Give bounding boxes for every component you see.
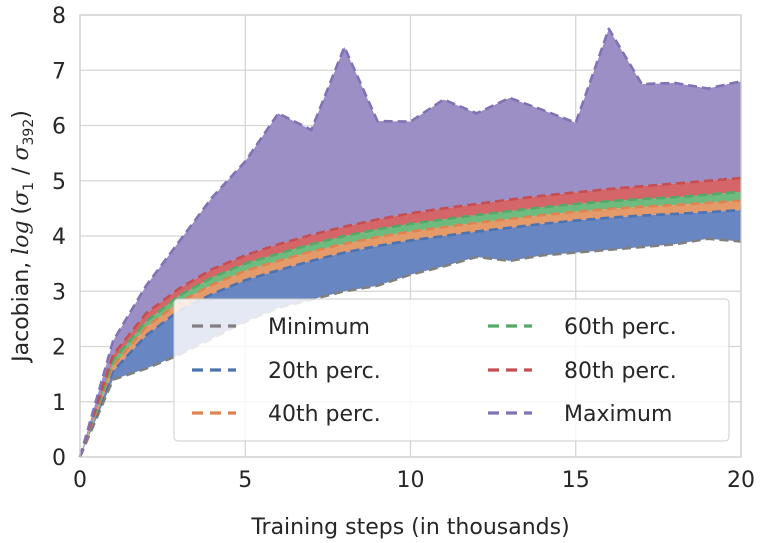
x-tick-label: 5 — [238, 468, 252, 493]
legend-label-80th-perc: 80th perc. — [564, 359, 677, 384]
y-axis-label-sub1: 1 — [21, 182, 37, 191]
line-minimum — [78, 237, 742, 458]
legend: Minimum 20th perc. 40th perc. 60th perc. 80t… — [173, 298, 730, 442]
line-40th-perc — [78, 199, 742, 458]
y-axis-label: Jacobian, log(σ1 / σ392) — [9, 110, 37, 364]
line-60th-perc — [78, 190, 742, 458]
x-tick-label: 0 — [73, 468, 87, 493]
y-tick-label: 2 — [52, 336, 66, 361]
y-tick-label: 0 — [52, 446, 66, 471]
legend-label-40th-perc: 40th perc. — [268, 402, 381, 427]
y-axis-label-slash: / — [9, 161, 34, 182]
y-tick-labels: 0 1 2 3 4 5 6 7 8 — [52, 4, 66, 471]
y-tick-label: 7 — [52, 59, 66, 84]
y-axis-label-log: log — [9, 220, 34, 254]
x-tick-label: 15 — [562, 468, 590, 493]
y-tick-label: 1 — [52, 391, 66, 416]
legend-label-maximum: Maximum — [564, 402, 672, 427]
legend-label-60th-perc: 60th perc. — [564, 315, 677, 340]
x-tick-label: 10 — [397, 468, 425, 493]
y-tick-label: 4 — [52, 225, 66, 250]
y-tick-label: 3 — [52, 280, 66, 305]
y-axis-label-sigma2: σ — [9, 145, 34, 161]
plot-frame — [79, 14, 742, 458]
series-lines — [78, 27, 742, 458]
legend-label-minimum: Minimum — [268, 315, 370, 340]
y-axis-label-open: ( — [9, 206, 34, 215]
y-tick-label: 6 — [52, 115, 66, 140]
y-tick-label: 8 — [52, 4, 66, 29]
line-maximum — [78, 27, 742, 458]
y-axis-label-close: ) — [9, 110, 34, 119]
y-axis-label-sub2: 392 — [21, 119, 37, 146]
y-axis-label-sigma1: σ — [9, 190, 34, 206]
x-axis-label: Training steps (in thousands) — [250, 515, 569, 540]
legend-label-20th-perc: 20th perc. — [268, 359, 381, 384]
line-80th-perc — [78, 176, 742, 458]
x-tick-label: 20 — [727, 468, 755, 493]
x-tick-labels: 0 5 10 15 20 — [73, 468, 755, 493]
legend-box — [173, 298, 730, 442]
band-maximum — [80, 28, 741, 457]
y-axis-label-prefix: Jacobian, — [9, 255, 34, 364]
y-tick-label: 5 — [52, 170, 66, 195]
line-20th-perc — [78, 208, 742, 458]
